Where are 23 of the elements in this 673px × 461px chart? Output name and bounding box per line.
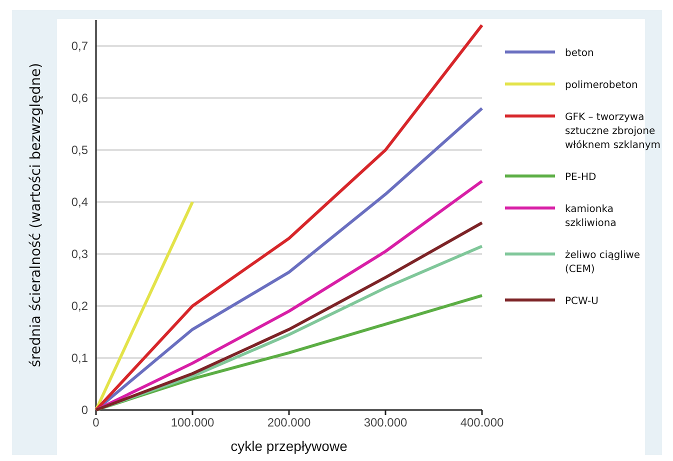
y-tick-label: 0	[81, 402, 88, 417]
legend-label: PE-HD	[565, 172, 596, 183]
y-tick-label: 0,7	[71, 38, 88, 53]
legend-label: beton	[565, 48, 594, 59]
x-tick-label: 0	[92, 416, 100, 430]
legend-label: polimerobeton	[565, 80, 638, 91]
y-tick-label: 0,1	[71, 350, 88, 365]
legend-label: PCW-U	[565, 296, 598, 307]
y-tick-label: 0,5	[71, 142, 88, 157]
y-axis-title: średnia ścieralność (wartości bezwzględne)	[28, 62, 44, 368]
y-tick-label: 0,3	[71, 246, 88, 261]
y-tick-label: 0,2	[71, 298, 88, 313]
x-tick-label: 400.000	[460, 416, 504, 430]
x-tick-label: 100.000	[170, 416, 215, 430]
line-series	[94, 24, 484, 412]
legend-label: GFK – tworzywa sztuczne zbrojone włóknem szklanym	[565, 112, 660, 151]
y-tick-label: 0,6	[71, 90, 88, 105]
legend-label: żeliwo ciągliwe (CEM)	[565, 250, 640, 275]
x-axis-title: cykle przepływowe	[230, 438, 348, 454]
y-tick-label: 0,4	[71, 194, 88, 209]
x-tick-label: 300.000	[364, 416, 408, 430]
legend-label: kamionka szkliwiona	[565, 204, 616, 229]
x-tick-label: 200.000	[267, 416, 312, 430]
